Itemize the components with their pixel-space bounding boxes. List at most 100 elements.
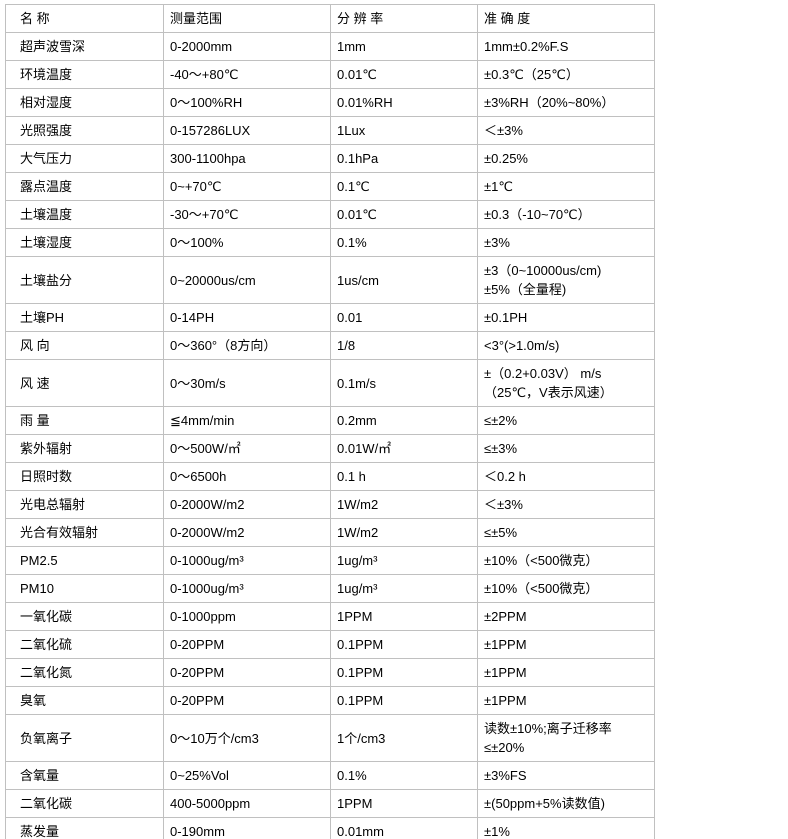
cell-name: 土壤湿度 <box>5 228 164 257</box>
cell-resolution: 1ug/m³ <box>330 546 478 575</box>
table-body: 超声波雪深 0-2000mm 1mm 1mm±0.2%F.S 环境温度 -40～+80℃ 0… <box>5 32 655 839</box>
cell-accuracy: ≤±5% <box>477 518 655 547</box>
table-row: 土壤湿度 0～100% 0.1% ±3% <box>5 228 655 257</box>
cell-accuracy: ±（0.2+0.03V） m/s （25℃，V表示风速） <box>477 359 655 407</box>
table-row: 风 向 0～360°（8方向） 1/8 <3°(>1.0m/s) <box>5 331 655 360</box>
cell-name: 土壤盐分 <box>5 256 164 304</box>
table-row: 蒸发量 0-190mm 0.01mm ±1% <box>5 817 655 839</box>
header-resolution: 分 辨 率 <box>330 4 478 33</box>
cell-name: 臭氧 <box>5 686 164 715</box>
table-row: 露点温度 0~+70℃ 0.1℃ ±1℃ <box>5 172 655 201</box>
cell-accuracy: ≤±3% <box>477 434 655 463</box>
cell-accuracy: ±1PPM <box>477 658 655 687</box>
cell-accuracy: ±0.3（-10~70℃） <box>477 200 655 229</box>
cell-resolution: 0.2mm <box>330 406 478 435</box>
table-row: 二氧化碳 400-5000ppm 1PPM ±(50ppm+5%读数值) <box>5 789 655 818</box>
header-row: 名 称 测量范围 分 辨 率 准 确 度 <box>5 4 655 33</box>
cell-range: 0～500W/㎡ <box>163 434 331 463</box>
cell-resolution: 0.01W/㎡ <box>330 434 478 463</box>
cell-range: 0～360°（8方向） <box>163 331 331 360</box>
cell-resolution: 1PPM <box>330 789 478 818</box>
cell-name: 含氧量 <box>5 761 164 790</box>
table-row: 相对湿度 0～100%RH 0.01%RH ±3%RH（20%~80%） <box>5 88 655 117</box>
cell-name: 风 速 <box>5 359 164 407</box>
cell-accuracy: ±10%（<500微克） <box>477 546 655 575</box>
cell-accuracy: ±3%FS <box>477 761 655 790</box>
cell-range: 0-20PPM <box>163 686 331 715</box>
table-row: 大气压力 300-1100hpa 0.1hPa ±0.25% <box>5 144 655 173</box>
cell-accuracy: ±3% <box>477 228 655 257</box>
cell-accuracy: 读数±10%;离子迁移率 ≤±20% <box>477 714 655 762</box>
cell-name: 光照强度 <box>5 116 164 145</box>
cell-resolution: 1PPM <box>330 602 478 631</box>
cell-name: 一氧化碳 <box>5 602 164 631</box>
cell-range: 0-2000mm <box>163 32 331 61</box>
cell-resolution: 0.1PPM <box>330 658 478 687</box>
cell-name: 大气压力 <box>5 144 164 173</box>
cell-accuracy: ＜0.2 h <box>477 462 655 491</box>
table-row: 风 速 0～30m/s 0.1m/s ±（0.2+0.03V） m/s （25℃，V表… <box>5 359 655 407</box>
cell-resolution: 0.01 <box>330 303 478 332</box>
cell-name: 二氧化碳 <box>5 789 164 818</box>
cell-resolution: 0.1% <box>330 761 478 790</box>
cell-resolution: 0.1% <box>330 228 478 257</box>
table-row: 二氧化氮 0-20PPM 0.1PPM ±1PPM <box>5 658 655 687</box>
cell-range: 0~+70℃ <box>163 172 331 201</box>
cell-accuracy: ±3%RH（20%~80%） <box>477 88 655 117</box>
table-row: 土壤温度 -30～+70℃ 0.01℃ ±0.3（-10~70℃） <box>5 200 655 229</box>
cell-accuracy: ±1PPM <box>477 686 655 715</box>
table-row: 负氧离子 0～10万个/cm3 1个/cm3 读数±10%;离子迁移率 ≤±20% <box>5 714 655 762</box>
cell-accuracy: ±0.1PH <box>477 303 655 332</box>
cell-accuracy: ＜±3% <box>477 116 655 145</box>
cell-range: 0～10万个/cm3 <box>163 714 331 762</box>
cell-range: 0-157286LUX <box>163 116 331 145</box>
cell-accuracy: ±0.3℃（25℃） <box>477 60 655 89</box>
table-row: 超声波雪深 0-2000mm 1mm 1mm±0.2%F.S <box>5 32 655 61</box>
cell-range: 0～100% <box>163 228 331 257</box>
cell-range: -40～+80℃ <box>163 60 331 89</box>
cell-name: 光电总辐射 <box>5 490 164 519</box>
cell-range: 0-1000ug/m³ <box>163 546 331 575</box>
cell-range: 0-20PPM <box>163 658 331 687</box>
cell-resolution: 1Lux <box>330 116 478 145</box>
cell-resolution: 1个/cm3 <box>330 714 478 762</box>
cell-range: 0-1000ug/m³ <box>163 574 331 603</box>
cell-range: 0～100%RH <box>163 88 331 117</box>
cell-resolution: 0.1hPa <box>330 144 478 173</box>
cell-name: 紫外辐射 <box>5 434 164 463</box>
table-row: 雨 量 ≦4mm/min 0.2mm ≤±2% <box>5 406 655 435</box>
cell-resolution: 1ug/m³ <box>330 574 478 603</box>
cell-range: 0~20000us/cm <box>163 256 331 304</box>
table-row: 光电总辐射 0-2000W/m2 1W/m2 ＜±3% <box>5 490 655 519</box>
cell-name: 风 向 <box>5 331 164 360</box>
cell-range: 0-2000W/m2 <box>163 490 331 519</box>
cell-accuracy: ≤±2% <box>477 406 655 435</box>
cell-resolution: 0.1m/s <box>330 359 478 407</box>
table-row: 一氧化碳 0-1000ppm 1PPM ±2PPM <box>5 602 655 631</box>
cell-range: 0-1000ppm <box>163 602 331 631</box>
cell-accuracy: ±1PPM <box>477 630 655 659</box>
table-row: 紫外辐射 0～500W/㎡ 0.01W/㎡ ≤±3% <box>5 434 655 463</box>
table-row: PM10 0-1000ug/m³ 1ug/m³ ±10%（<500微克） <box>5 574 655 603</box>
cell-name: 雨 量 <box>5 406 164 435</box>
cell-name: 土壤温度 <box>5 200 164 229</box>
table-row: PM2.5 0-1000ug/m³ 1ug/m³ ±10%（<500微克） <box>5 546 655 575</box>
cell-resolution: 0.01mm <box>330 817 478 839</box>
cell-resolution: 0.1℃ <box>330 172 478 201</box>
cell-name: 蒸发量 <box>5 817 164 839</box>
cell-name: PM2.5 <box>5 546 164 575</box>
table-row: 二氧化硫 0-20PPM 0.1PPM ±1PPM <box>5 630 655 659</box>
cell-name: 负氧离子 <box>5 714 164 762</box>
header-name: 名 称 <box>5 4 164 33</box>
cell-resolution: 0.1PPM <box>330 686 478 715</box>
cell-name: 日照时数 <box>5 462 164 491</box>
cell-resolution: 1W/m2 <box>330 518 478 547</box>
cell-resolution: 0.1 h <box>330 462 478 491</box>
cell-name: 土壤PH <box>5 303 164 332</box>
table-row: 日照时数 0～6500h 0.1 h ＜0.2 h <box>5 462 655 491</box>
cell-resolution: 1us/cm <box>330 256 478 304</box>
cell-name: 光合有效辐射 <box>5 518 164 547</box>
header-range: 测量范围 <box>163 4 331 33</box>
cell-range: -30～+70℃ <box>163 200 331 229</box>
